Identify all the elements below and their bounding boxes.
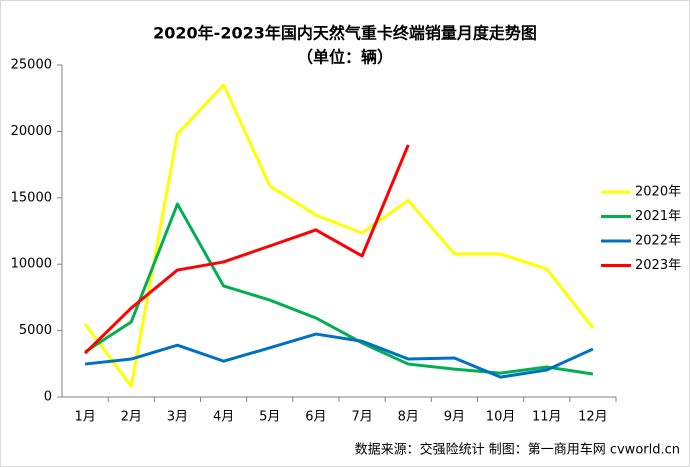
- y-tick-label: 20000: [11, 124, 52, 139]
- x-tick-label: 7月: [351, 410, 372, 425]
- chart-subtitle: （单位：辆）: [297, 48, 393, 67]
- y-tick-label: 5000: [19, 323, 52, 338]
- series-line: [84, 144, 410, 355]
- x-tick-label: 6月: [305, 410, 326, 425]
- x-tick-label: 4月: [213, 410, 234, 425]
- legend-label: 2023年: [635, 258, 681, 273]
- x-tick-label: 1月: [74, 410, 95, 425]
- x-tick-label: 9月: [444, 410, 465, 425]
- legend-label: 2020年: [635, 185, 681, 200]
- x-tick-label: 3月: [167, 410, 188, 425]
- series-line: [84, 332, 594, 379]
- y-tick-label: 10000: [11, 257, 52, 272]
- x-tick-label: 10月: [486, 410, 516, 425]
- series-line: [83, 83, 595, 388]
- y-tick-label: 0: [44, 390, 52, 405]
- legend-label: 2021年: [635, 209, 681, 224]
- legend-label: 2022年: [635, 234, 681, 249]
- x-tick-label: 2月: [121, 410, 142, 425]
- x-tick-label: 11月: [532, 410, 562, 425]
- x-tick-label: 8月: [398, 410, 419, 425]
- x-tick-label: 5月: [259, 410, 280, 425]
- chart-title: 2020年-2023年国内天然气重卡终端销量月度走势图: [153, 24, 537, 43]
- series-line: [84, 202, 594, 376]
- y-tick-label: 25000: [11, 58, 52, 73]
- source-note: 数据来源：交强险统计 制图：第一商用车网 cvworld.cn: [355, 442, 680, 458]
- x-tick-label: 12月: [578, 410, 608, 425]
- y-tick-label: 15000: [11, 190, 52, 205]
